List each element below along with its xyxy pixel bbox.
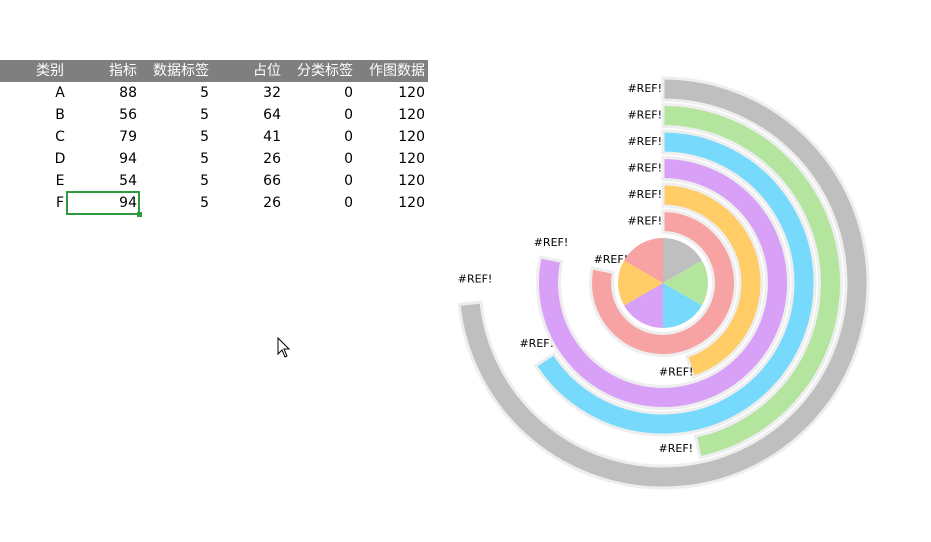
ring-bar <box>661 182 764 380</box>
pie-slice <box>624 238 663 283</box>
header-bar <box>0 60 428 82</box>
cell: 26 <box>263 151 281 167</box>
cell: 88 <box>119 85 137 101</box>
cell: C <box>55 129 65 145</box>
cell: 120 <box>398 151 425 167</box>
cell: 5 <box>200 85 209 101</box>
ring-bar <box>533 129 817 437</box>
cell: E <box>56 173 65 189</box>
pie-slice <box>663 260 709 306</box>
pie-slice <box>618 260 663 306</box>
cell: 0 <box>344 173 353 189</box>
cell: 5 <box>200 107 209 123</box>
cell: 94 <box>119 195 137 211</box>
cell: A <box>55 85 65 101</box>
cell: 56 <box>119 107 137 123</box>
end-label: #REF! <box>534 236 569 249</box>
ring-bar <box>536 155 790 410</box>
column-header: 类别 <box>36 63 64 79</box>
column-header: 作图数据 <box>369 63 425 79</box>
cell: 79 <box>119 129 137 145</box>
cell: 32 <box>263 85 281 101</box>
start-label: #REF! <box>627 82 662 95</box>
mouse-cursor <box>277 336 291 358</box>
cell: 66 <box>263 173 281 189</box>
cell: 0 <box>344 129 353 145</box>
cell: 26 <box>263 195 281 211</box>
column-header: 数据标签 <box>153 62 209 79</box>
start-label: #REF! <box>627 188 662 201</box>
cell: 64 <box>263 107 281 123</box>
cell: 120 <box>398 173 425 189</box>
cell: 120 <box>398 129 425 145</box>
start-label: #REF! <box>627 109 662 122</box>
cell: 0 <box>344 85 353 101</box>
cell: 5 <box>200 151 209 167</box>
cell: F <box>56 195 64 211</box>
start-label: #REF! <box>627 215 662 228</box>
cell: B <box>55 107 65 123</box>
fill-handle[interactable] <box>137 212 142 217</box>
cell: D <box>55 151 66 167</box>
cell: 5 <box>200 173 209 189</box>
end-label: #REF! <box>458 272 493 285</box>
cell: 120 <box>398 85 425 101</box>
ring-bar <box>457 76 870 490</box>
pie-slice <box>624 283 663 328</box>
ring-bar <box>661 102 843 460</box>
end-label: #REF! <box>659 442 694 455</box>
pie-slice <box>663 283 702 328</box>
cell: 5 <box>200 129 209 145</box>
cell: 54 <box>119 173 137 189</box>
end-label: #REF! <box>519 337 554 350</box>
column-header: 占位 <box>253 63 281 79</box>
column-header: 分类标签 <box>297 62 353 79</box>
cell: 5 <box>200 195 209 211</box>
cell: 41 <box>263 129 281 145</box>
end-label: #REF! <box>659 366 694 379</box>
column-header: 指标 <box>109 63 137 79</box>
cell: 0 <box>344 107 353 123</box>
selected-cell[interactable] <box>66 191 140 215</box>
cell: 0 <box>344 151 353 167</box>
ring-bar <box>589 208 737 357</box>
cell: 120 <box>398 195 425 211</box>
pie-slice <box>663 238 702 283</box>
cell: 120 <box>398 107 425 123</box>
cell: 0 <box>344 195 353 211</box>
start-label: #REF! <box>627 135 662 148</box>
start-label: #REF! <box>627 162 662 175</box>
cell: 94 <box>119 151 137 167</box>
end-label: #REF! <box>594 253 629 266</box>
